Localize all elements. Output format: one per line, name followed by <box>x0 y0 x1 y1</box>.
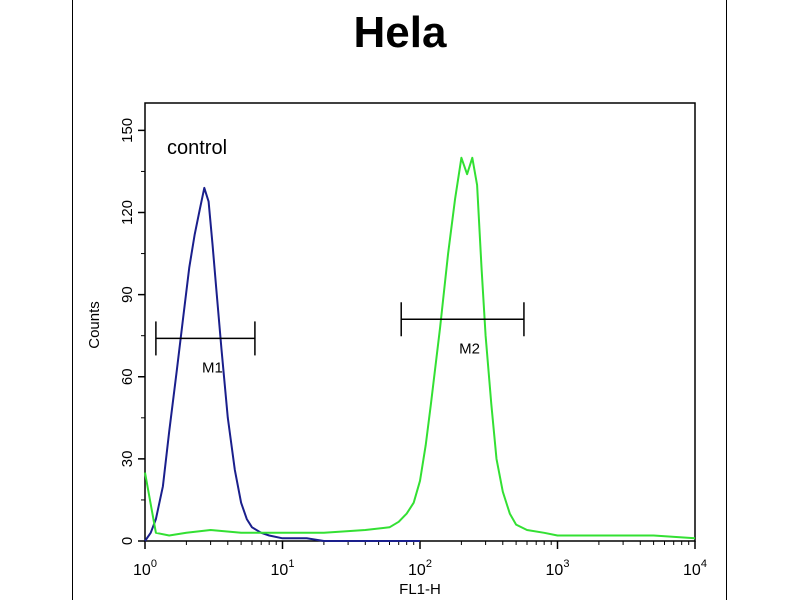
marker-label: M1 <box>202 359 223 376</box>
control-annotation: control <box>167 137 227 159</box>
marker-m1: M1 <box>155 321 256 376</box>
sample-histogram-line <box>144 156 696 540</box>
x-axis: 100 101 102 103 104 <box>133 541 707 579</box>
marker-m2: M2 <box>400 302 525 357</box>
y-tick-label: 90 <box>119 286 136 303</box>
y-tick-label: 120 <box>119 200 136 225</box>
y-tick-label: 150 <box>119 118 136 143</box>
control-histogram-line <box>144 186 420 542</box>
x-tick-label: 103 <box>546 558 570 579</box>
chart-title: Hela <box>353 8 447 57</box>
series-layer <box>144 156 696 542</box>
figure-frame <box>72 0 727 600</box>
x-tick-label: 104 <box>683 558 707 579</box>
x-tick-label: 100 <box>133 558 157 579</box>
marker-label: M2 <box>459 340 480 357</box>
x-axis-label: FL1-H <box>399 581 441 598</box>
y-tick-label: 0 <box>119 537 136 545</box>
y-tick-label: 30 <box>119 451 136 468</box>
y-axis: 0 30 60 90 120 150 <box>119 118 145 545</box>
markers-layer: M1 M2 <box>155 302 525 376</box>
plot-area <box>144 102 696 542</box>
x-tick-label: 101 <box>271 558 295 579</box>
x-tick-label: 102 <box>408 558 432 579</box>
y-axis-label: Counts <box>86 301 103 349</box>
y-tick-label: 60 <box>119 368 136 385</box>
